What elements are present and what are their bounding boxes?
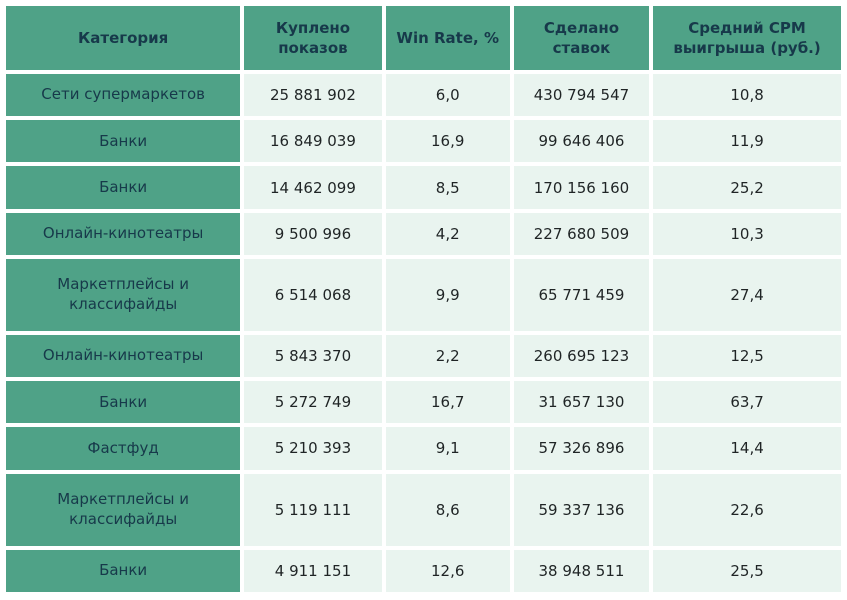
impressions-cell: 9 500 996 bbox=[244, 212, 382, 255]
header-impressions: Куплено показов bbox=[244, 6, 382, 70]
category-cell: Онлайн-кинотеатры bbox=[6, 334, 241, 378]
table-row: Банки 4 911 151 12,6 38 948 511 25,5 bbox=[6, 549, 841, 592]
impressions-cell: 14 462 099 bbox=[244, 166, 382, 209]
table-row: Банки 5 272 749 16,7 31 657 130 63,7 bbox=[6, 381, 841, 424]
impressions-cell: 25 881 902 bbox=[244, 74, 382, 117]
table-row: Маркетплейсы и классифайды 6 514 068 9,9 65… bbox=[6, 258, 841, 331]
category-cell: Сети супермаркетов bbox=[6, 74, 241, 117]
bids-cell: 65 771 459 bbox=[513, 258, 650, 331]
category-cell: Банки bbox=[6, 381, 241, 424]
cpm-cell: 25,5 bbox=[653, 549, 841, 592]
winrate-cell: 16,7 bbox=[385, 381, 510, 424]
category-cell: Банки bbox=[6, 120, 241, 163]
header-category: Категория bbox=[6, 6, 241, 70]
header-bids: Сделано ставок bbox=[513, 6, 650, 70]
impressions-cell: 6 514 068 bbox=[244, 258, 382, 331]
cpm-cell: 63,7 bbox=[653, 381, 841, 424]
cpm-cell: 11,9 bbox=[653, 120, 841, 163]
bids-cell: 99 646 406 bbox=[513, 120, 650, 163]
category-cell: Онлайн-кинотеатры bbox=[6, 212, 241, 255]
winrate-cell: 8,6 bbox=[385, 473, 510, 546]
impressions-cell: 5 210 393 bbox=[244, 427, 382, 470]
table-row: Банки 16 849 039 16,9 99 646 406 11,9 bbox=[6, 120, 841, 163]
table-row: Фастфуд 5 210 393 9,1 57 326 896 14,4 bbox=[6, 427, 841, 470]
cpm-cell: 27,4 bbox=[653, 258, 841, 331]
category-cell: Фастфуд bbox=[6, 427, 241, 470]
winrate-cell: 8,5 bbox=[385, 166, 510, 209]
header-row: Категория Куплено показов Win Rate, % Сд… bbox=[6, 6, 841, 70]
bids-cell: 38 948 511 bbox=[513, 549, 650, 592]
cpm-cell: 22,6 bbox=[653, 473, 841, 546]
bids-cell: 430 794 547 bbox=[513, 74, 650, 117]
winrate-cell: 6,0 bbox=[385, 74, 510, 117]
bids-cell: 170 156 160 bbox=[513, 166, 650, 209]
table-row: Онлайн-кинотеатры 9 500 996 4,2 227 680 509… bbox=[6, 212, 841, 255]
bids-cell: 57 326 896 bbox=[513, 427, 650, 470]
table-row: Маркетплейсы и классифайды 5 119 111 8,6 59… bbox=[6, 473, 841, 546]
table-body: Сети супермаркетов 25 881 902 6,0 430 794 5… bbox=[6, 74, 841, 592]
header-cpm: Средний CPM выигрыша (руб.) bbox=[653, 6, 841, 70]
category-cell: Маркетплейсы и классифайды bbox=[6, 473, 241, 546]
bids-cell: 227 680 509 bbox=[513, 212, 650, 255]
impressions-cell: 5 272 749 bbox=[244, 381, 382, 424]
winrate-cell: 12,6 bbox=[385, 549, 510, 592]
winrate-cell: 2,2 bbox=[385, 334, 510, 378]
table-row: Банки 14 462 099 8,5 170 156 160 25,2 bbox=[6, 166, 841, 209]
bids-cell: 59 337 136 bbox=[513, 473, 650, 546]
bids-cell: 31 657 130 bbox=[513, 381, 650, 424]
cpm-cell: 14,4 bbox=[653, 427, 841, 470]
cpm-cell: 10,3 bbox=[653, 212, 841, 255]
cpm-cell: 12,5 bbox=[653, 334, 841, 378]
winrate-cell: 4,2 bbox=[385, 212, 510, 255]
category-cell: Банки bbox=[6, 549, 241, 592]
cpm-cell: 10,8 bbox=[653, 74, 841, 117]
winrate-cell: 9,1 bbox=[385, 427, 510, 470]
winrate-cell: 16,9 bbox=[385, 120, 510, 163]
impressions-cell: 5 119 111 bbox=[244, 473, 382, 546]
header-winrate: Win Rate, % bbox=[385, 6, 510, 70]
impressions-cell: 5 843 370 bbox=[244, 334, 382, 378]
category-cell: Банки bbox=[6, 166, 241, 209]
cpm-cell: 25,2 bbox=[653, 166, 841, 209]
winrate-cell: 9,9 bbox=[385, 258, 510, 331]
impressions-cell: 4 911 151 bbox=[244, 549, 382, 592]
category-cell: Маркетплейсы и классифайды bbox=[6, 258, 241, 331]
table-row: Онлайн-кинотеатры 5 843 370 2,2 260 695 123… bbox=[6, 334, 841, 378]
table-row: Сети супермаркетов 25 881 902 6,0 430 794 5… bbox=[6, 74, 841, 117]
impressions-cell: 16 849 039 bbox=[244, 120, 382, 163]
bids-cell: 260 695 123 bbox=[513, 334, 650, 378]
